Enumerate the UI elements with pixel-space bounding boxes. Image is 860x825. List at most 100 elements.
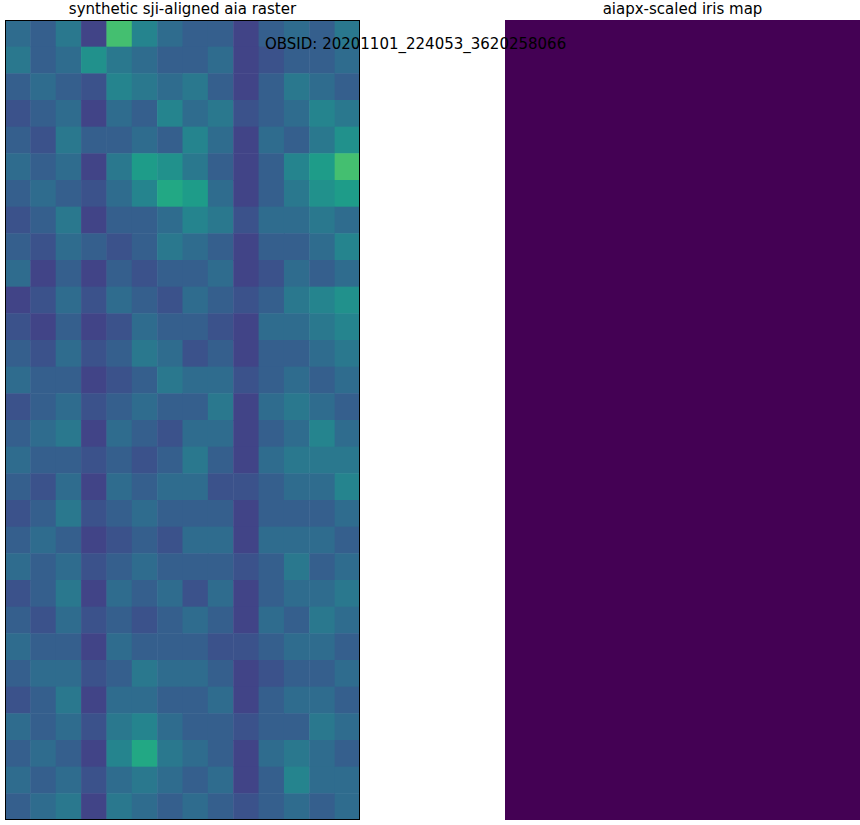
heatmap-cell [81, 153, 107, 180]
heatmap-cell [157, 367, 183, 394]
heatmap-cell [30, 233, 56, 260]
heatmap-cell [157, 260, 183, 287]
heatmap-cell [335, 153, 360, 180]
heatmap-cell [132, 367, 158, 394]
heatmap-cell [309, 607, 335, 634]
heatmap-cell [132, 260, 158, 287]
heatmap-cell [335, 73, 360, 100]
heatmap-cell [335, 473, 360, 500]
heatmap-cell [183, 100, 209, 127]
heatmap-cell [208, 100, 234, 127]
heatmap-cell [259, 393, 285, 420]
heatmap-cell [284, 607, 310, 634]
heatmap-cell [56, 367, 82, 394]
heatmap-cell [309, 740, 335, 767]
heatmap-cell [233, 553, 259, 580]
heatmap-cell [106, 713, 132, 740]
heatmap-cell [106, 767, 132, 794]
heatmap-cell [30, 260, 56, 287]
heatmap-cell [132, 420, 158, 447]
heatmap-cell [30, 793, 56, 820]
heatmap-cell [309, 180, 335, 207]
heatmap-cell [81, 500, 107, 527]
heatmap-cell [284, 527, 310, 554]
heatmap-cell [309, 580, 335, 607]
heatmap-cell [183, 260, 209, 287]
heatmap-cell [106, 207, 132, 234]
heatmap-cell [30, 420, 56, 447]
heatmap-cell [5, 527, 31, 554]
figure: synthetic sji-aligned aia rasteraiapx-sc… [0, 0, 860, 825]
heatmap-cell [335, 607, 360, 634]
heatmap-cell [259, 793, 285, 820]
heatmap-cell [259, 153, 285, 180]
heatmap-cell [208, 153, 234, 180]
heatmap-cell [183, 393, 209, 420]
heatmap-cell [30, 47, 56, 74]
heatmap-cell [157, 47, 183, 74]
heatmap-cell [56, 180, 82, 207]
heatmap-cell [309, 793, 335, 820]
heatmap-cell [183, 473, 209, 500]
heatmap-cell [106, 233, 132, 260]
heatmap-cell [5, 580, 31, 607]
heatmap-cell [335, 687, 360, 714]
heatmap-cell [157, 100, 183, 127]
heatmap-cell [56, 340, 82, 367]
heatmap-cell [259, 687, 285, 714]
heatmap-cell [335, 367, 360, 394]
heatmap-cell [208, 313, 234, 340]
heatmap-cell [335, 660, 360, 687]
heatmap-cell [335, 580, 360, 607]
heatmap-cell [5, 100, 31, 127]
heatmap-cell [284, 793, 310, 820]
axes-frame [6, 21, 360, 820]
heatmap-cell [106, 473, 132, 500]
heatmap-cell [106, 580, 132, 607]
heatmap-cell [309, 660, 335, 687]
heatmap-cell [56, 127, 82, 154]
heatmap-cell [233, 233, 259, 260]
heatmap-cell [81, 767, 107, 794]
heatmap-cell [284, 420, 310, 447]
heatmap-cell [183, 313, 209, 340]
heatmap-cell [5, 420, 31, 447]
heatmap-cell [5, 713, 31, 740]
heatmap-cell [335, 127, 360, 154]
heatmap-cell [106, 687, 132, 714]
heatmap-cell [284, 687, 310, 714]
heatmap-cell [183, 527, 209, 554]
heatmap-cell [56, 47, 82, 74]
heatmap-cell [157, 580, 183, 607]
heatmap-cell [106, 607, 132, 634]
heatmap-cell [183, 447, 209, 474]
heatmap-cell [81, 660, 107, 687]
heatmap-cell [335, 340, 360, 367]
heatmap-cell [259, 713, 285, 740]
heatmap-cell [106, 260, 132, 287]
heatmap-cell [5, 473, 31, 500]
heatmap-cell [132, 180, 158, 207]
heatmap-cell [259, 660, 285, 687]
heatmap-cell [208, 553, 234, 580]
heatmap-cell [106, 447, 132, 474]
heatmap-cell [309, 527, 335, 554]
heatmap-cell [56, 500, 82, 527]
heatmap [5, 20, 360, 820]
heatmap-cell [284, 660, 310, 687]
heatmap-cell [335, 420, 360, 447]
heatmap-cell [208, 47, 234, 74]
heatmap-cell [30, 767, 56, 794]
heatmap-cell [259, 100, 285, 127]
heatmap-cell [132, 313, 158, 340]
heatmap-cell [132, 553, 158, 580]
heatmap-cell [233, 607, 259, 634]
heatmap-cell [157, 607, 183, 634]
heatmap-cell [56, 73, 82, 100]
heatmap-cell [208, 180, 234, 207]
heatmap-cell [30, 527, 56, 554]
heatmap-cell [157, 660, 183, 687]
heatmap-cell [81, 633, 107, 660]
heatmap-cell [183, 633, 209, 660]
heatmap-cell [157, 767, 183, 794]
